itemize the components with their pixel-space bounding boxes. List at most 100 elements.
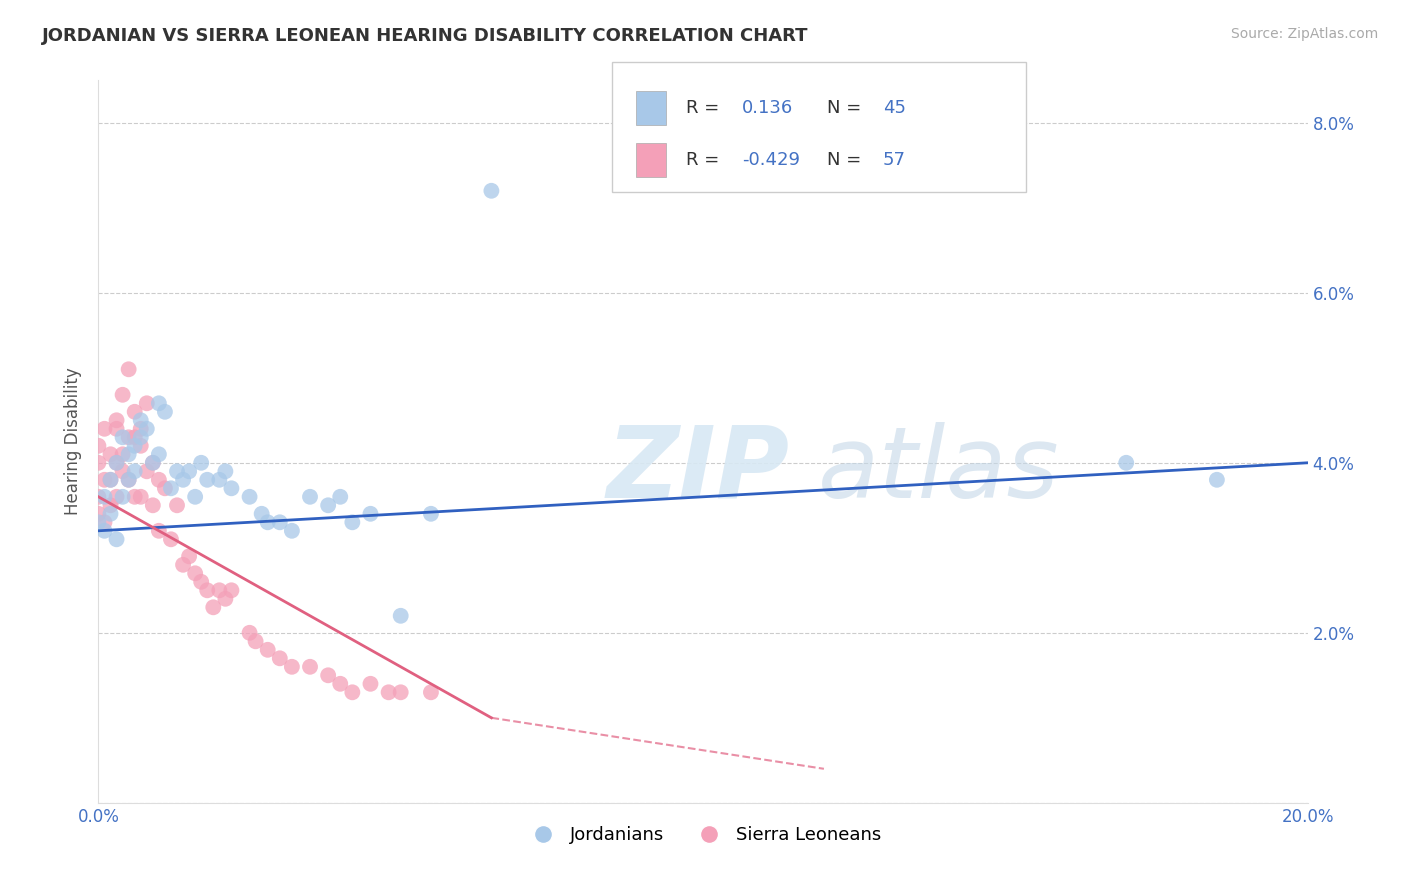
Text: N =: N =	[827, 151, 860, 169]
Point	[1115, 456, 1137, 470]
Point	[118, 447, 141, 461]
Point	[87, 456, 110, 470]
Point	[111, 447, 134, 461]
Text: Source: ZipAtlas.com: Source: ZipAtlas.com	[1230, 27, 1378, 41]
Point	[135, 464, 157, 478]
Point	[153, 405, 176, 419]
Point	[93, 516, 115, 530]
Point	[256, 642, 278, 657]
Point	[105, 456, 128, 470]
Point	[195, 473, 218, 487]
Point	[118, 473, 141, 487]
Text: N =: N =	[827, 99, 860, 117]
Point	[420, 685, 443, 699]
Point	[100, 498, 122, 512]
Point	[316, 498, 339, 512]
Point	[256, 516, 278, 530]
Point	[245, 634, 267, 648]
Point	[360, 677, 382, 691]
Point	[100, 473, 122, 487]
Point	[124, 405, 146, 419]
Point	[87, 439, 110, 453]
Point	[160, 533, 183, 547]
Point	[329, 677, 352, 691]
Point	[111, 464, 134, 478]
Point	[124, 439, 146, 453]
Point	[208, 583, 231, 598]
Point	[190, 574, 212, 589]
Point	[329, 490, 352, 504]
Point	[214, 464, 236, 478]
Point	[87, 516, 110, 530]
Point	[195, 583, 218, 598]
Point	[172, 473, 194, 487]
Point	[124, 490, 146, 504]
Point	[135, 422, 157, 436]
Point	[221, 583, 243, 598]
Point	[299, 660, 322, 674]
Point	[105, 490, 128, 504]
Point	[377, 685, 399, 699]
Point	[172, 558, 194, 572]
Text: R =: R =	[686, 99, 720, 117]
Point	[105, 422, 128, 436]
Point	[342, 516, 364, 530]
Point	[281, 660, 304, 674]
Text: atlas: atlas	[818, 422, 1060, 519]
Point	[87, 490, 110, 504]
Point	[118, 473, 141, 487]
Point	[299, 490, 322, 504]
Text: 45: 45	[883, 99, 905, 117]
Point	[129, 439, 152, 453]
Text: R =: R =	[686, 151, 720, 169]
Y-axis label: Hearing Disability: Hearing Disability	[65, 368, 83, 516]
Point	[135, 396, 157, 410]
Point	[93, 524, 115, 538]
Point	[1206, 473, 1229, 487]
Point	[214, 591, 236, 606]
Point	[100, 507, 122, 521]
Point	[360, 507, 382, 521]
Point	[269, 651, 291, 665]
Point	[166, 464, 188, 478]
Point	[93, 490, 115, 504]
Point	[118, 362, 141, 376]
Point	[124, 430, 146, 444]
Point	[184, 490, 207, 504]
Point	[142, 498, 165, 512]
Point	[93, 473, 115, 487]
Point	[166, 498, 188, 512]
Point	[129, 490, 152, 504]
Point	[129, 422, 152, 436]
Point	[239, 625, 262, 640]
Point	[179, 549, 201, 564]
Point	[389, 608, 412, 623]
Point	[100, 473, 122, 487]
Point	[481, 184, 503, 198]
Point	[111, 388, 134, 402]
Legend: Jordanians, Sierra Leoneans: Jordanians, Sierra Leoneans	[517, 819, 889, 852]
Point	[316, 668, 339, 682]
Point	[105, 533, 128, 547]
Text: ZIP: ZIP	[606, 422, 789, 519]
Point	[105, 413, 128, 427]
Point	[148, 396, 170, 410]
Point	[105, 456, 128, 470]
Point	[420, 507, 443, 521]
Point	[239, 490, 262, 504]
Point	[342, 685, 364, 699]
Point	[148, 473, 170, 487]
Text: -0.429: -0.429	[742, 151, 800, 169]
Point	[129, 413, 152, 427]
Point	[142, 456, 165, 470]
Point	[250, 507, 273, 521]
Point	[118, 430, 141, 444]
Point	[202, 600, 225, 615]
Point	[221, 481, 243, 495]
Point	[100, 447, 122, 461]
Point	[389, 685, 412, 699]
Point	[269, 516, 291, 530]
Point	[148, 447, 170, 461]
Text: 57: 57	[883, 151, 905, 169]
Point	[111, 490, 134, 504]
